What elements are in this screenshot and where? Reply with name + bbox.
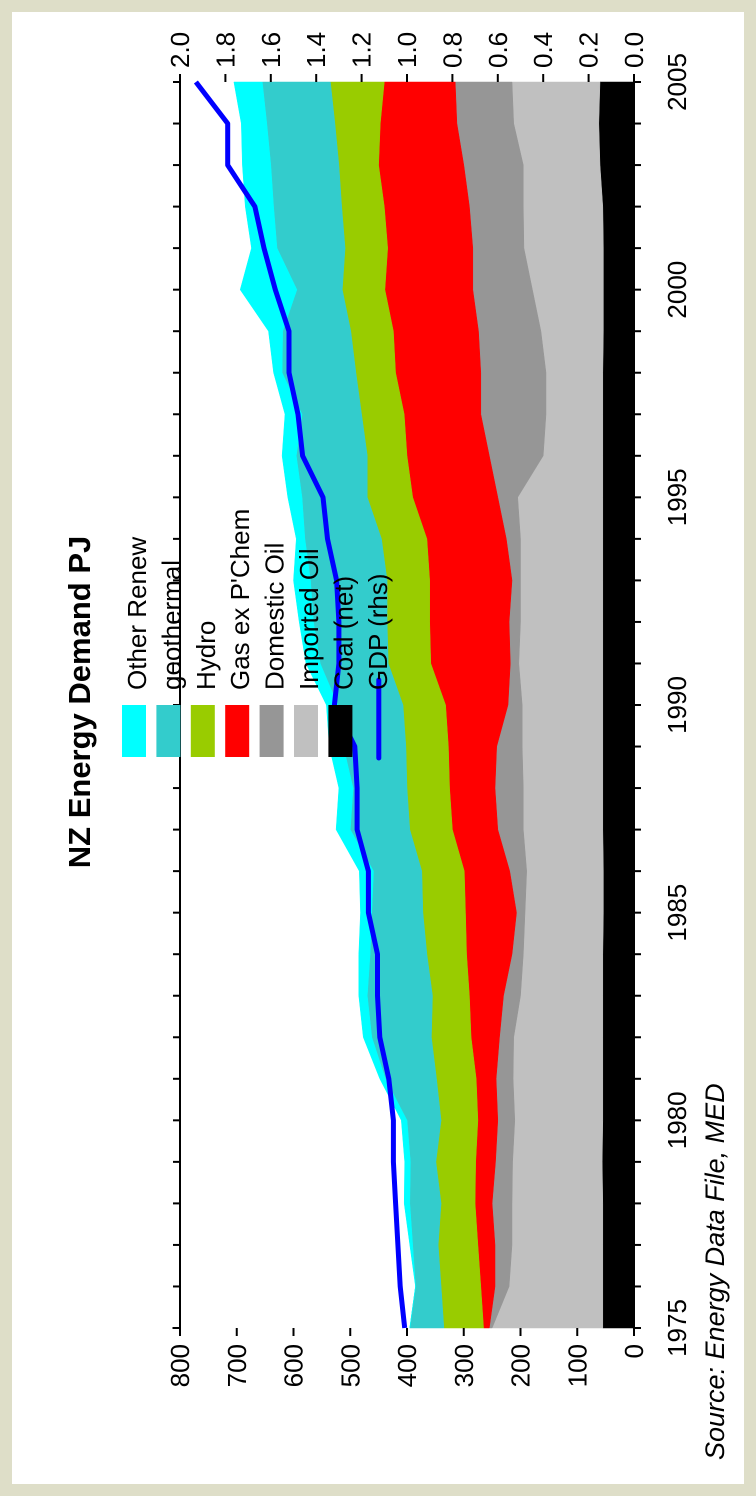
left-tick-label: 200: [506, 1344, 536, 1387]
area-coal-net: [598, 81, 635, 1329]
legend-label-other-renew: Other Renew: [122, 537, 152, 690]
left-tick-label: 600: [279, 1344, 309, 1387]
chart-panel: 0 100 200 300 400 500 600 700 800 1975 1980 1985 199…: [12, 12, 744, 1484]
right-tick-label: 1.8: [210, 32, 240, 68]
left-tick-label: 300: [449, 1344, 479, 1387]
left-tick-label: 0: [619, 1344, 649, 1358]
time-tick-label: 1985: [662, 884, 692, 942]
right-tick-label: 0.4: [528, 32, 558, 68]
legend-swatch-hydro: [190, 705, 215, 757]
right-tick-label: 0.0: [619, 32, 649, 68]
time-tick-label: 1980: [662, 1091, 692, 1149]
legend-label-coal-net: Coal (net): [328, 576, 358, 690]
series-layer: [193, 80, 635, 1329]
legend-label-imported-oil: Imported Oil: [294, 548, 324, 690]
legend-swatch-imported-oil: [294, 705, 318, 757]
chart-title: NZ Energy Demand PJ: [62, 536, 97, 868]
right-tick-label: 0.2: [574, 32, 604, 68]
right-tick-label: 1.2: [347, 32, 377, 68]
time-tick-label: 1995: [662, 468, 692, 526]
legend-label-domestic-oil: Domestic Oil: [260, 543, 290, 690]
right-tick-label: 1.0: [392, 32, 422, 68]
legend-swatch-coal-net: [328, 705, 353, 757]
legend-label-hydro: Hydro: [191, 621, 221, 690]
left-tick-label: 100: [562, 1344, 592, 1387]
left-tick-label: 800: [165, 1344, 195, 1387]
time-tick-label: 2000: [662, 261, 692, 319]
right-tick-label: 2.0: [165, 32, 195, 68]
left-tick-label: 400: [392, 1344, 422, 1387]
tick-layer: 0 100 200 300 400 500 600 700 800 1975 1980 1985 199…: [165, 32, 692, 1388]
legend-swatch-gas-ex-p-chem: [225, 705, 250, 757]
legend-label-gas-ex-p-chem: Gas ex P'Chem: [225, 509, 255, 690]
legend-swatch-other-renew: [122, 705, 146, 757]
legend-swatch-geothermal: [156, 705, 181, 757]
left-tick-label: 700: [222, 1344, 252, 1387]
right-tick-label: 0.6: [483, 32, 513, 68]
right-tick-label: 1.4: [301, 32, 331, 68]
legend-label-gdp-rhs: GDP (rhs): [363, 573, 393, 690]
left-tick-label: 500: [335, 1344, 365, 1387]
time-tick-label: 1990: [662, 676, 692, 734]
chart-svg: 0 100 200 300 400 500 600 700 800 1975 1980 1985 199…: [62, 32, 730, 1460]
right-tick-label: 0.8: [437, 32, 467, 68]
legend: Other Renew geothermal Hydro Gas ex P'Chem D…: [122, 509, 393, 761]
source-note: Source: Energy Data File, MED: [700, 1083, 730, 1460]
legend-label-geothermal: geothermal: [156, 560, 186, 690]
time-tick-label: 2005: [662, 53, 692, 111]
right-tick-label: 1.6: [256, 32, 286, 68]
legend-swatch-domestic-oil: [259, 705, 284, 757]
time-tick-label: 1975: [662, 1299, 692, 1357]
